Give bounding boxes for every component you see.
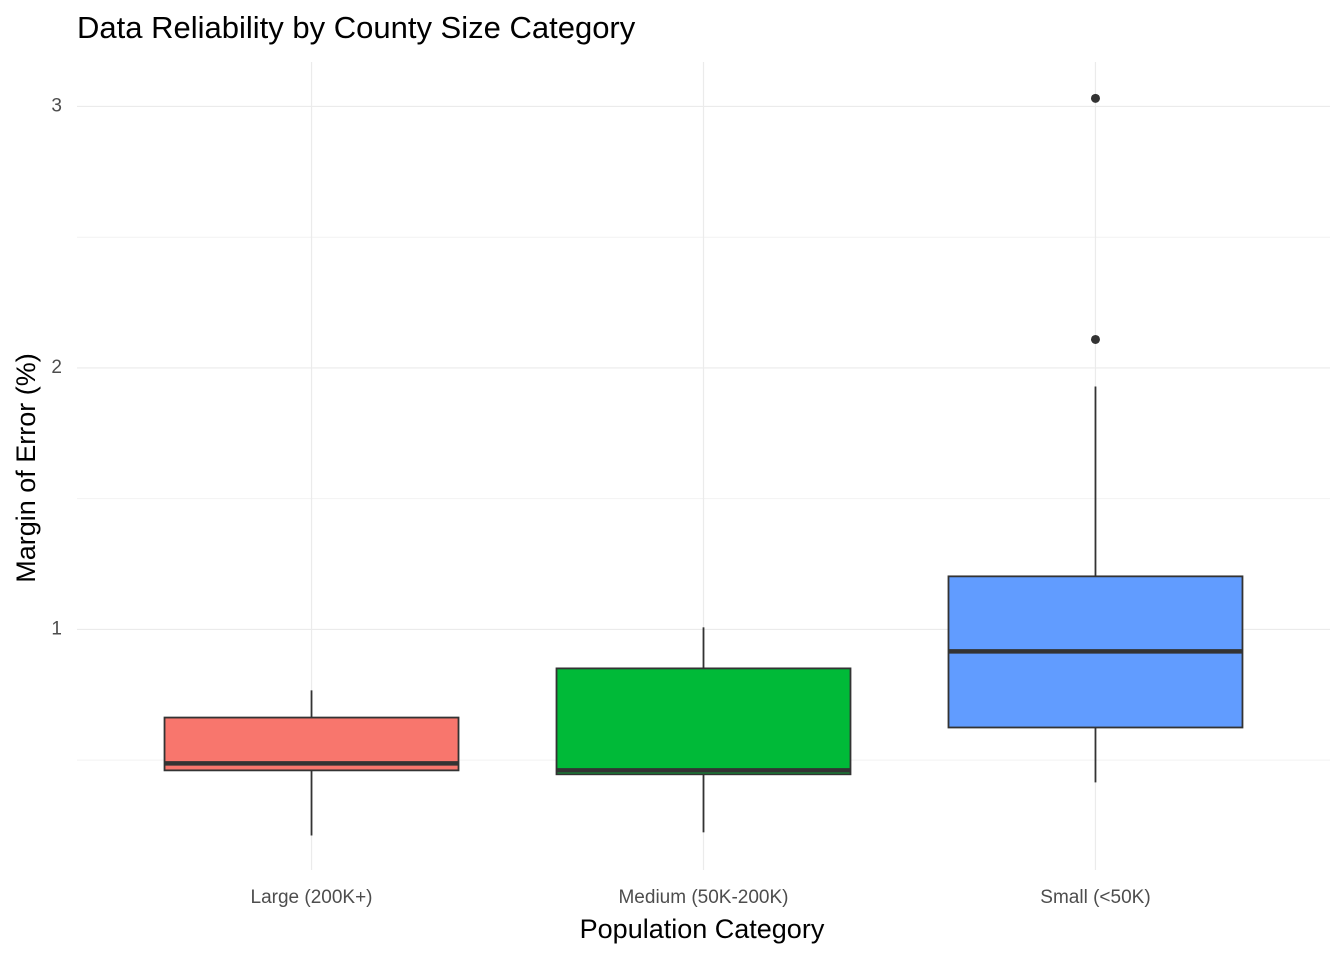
x-axis-title: Population Category bbox=[580, 914, 825, 944]
y-axis-title: Margin of Error (%) bbox=[11, 353, 41, 583]
outlier bbox=[1090, 334, 1100, 344]
outlier bbox=[1090, 93, 1100, 103]
x-tick-label: Large (200K+) bbox=[251, 887, 373, 908]
y-tick-label: 2 bbox=[51, 357, 62, 378]
x-tick-label: Small (<50K) bbox=[1040, 887, 1150, 908]
chart-title: Data Reliability by County Size Category bbox=[77, 10, 636, 45]
box bbox=[555, 667, 852, 776]
y-tick-label: 1 bbox=[51, 618, 62, 639]
y-tick-label: 3 bbox=[51, 95, 62, 116]
x-tick-label: Medium (50K-200K) bbox=[618, 887, 788, 908]
